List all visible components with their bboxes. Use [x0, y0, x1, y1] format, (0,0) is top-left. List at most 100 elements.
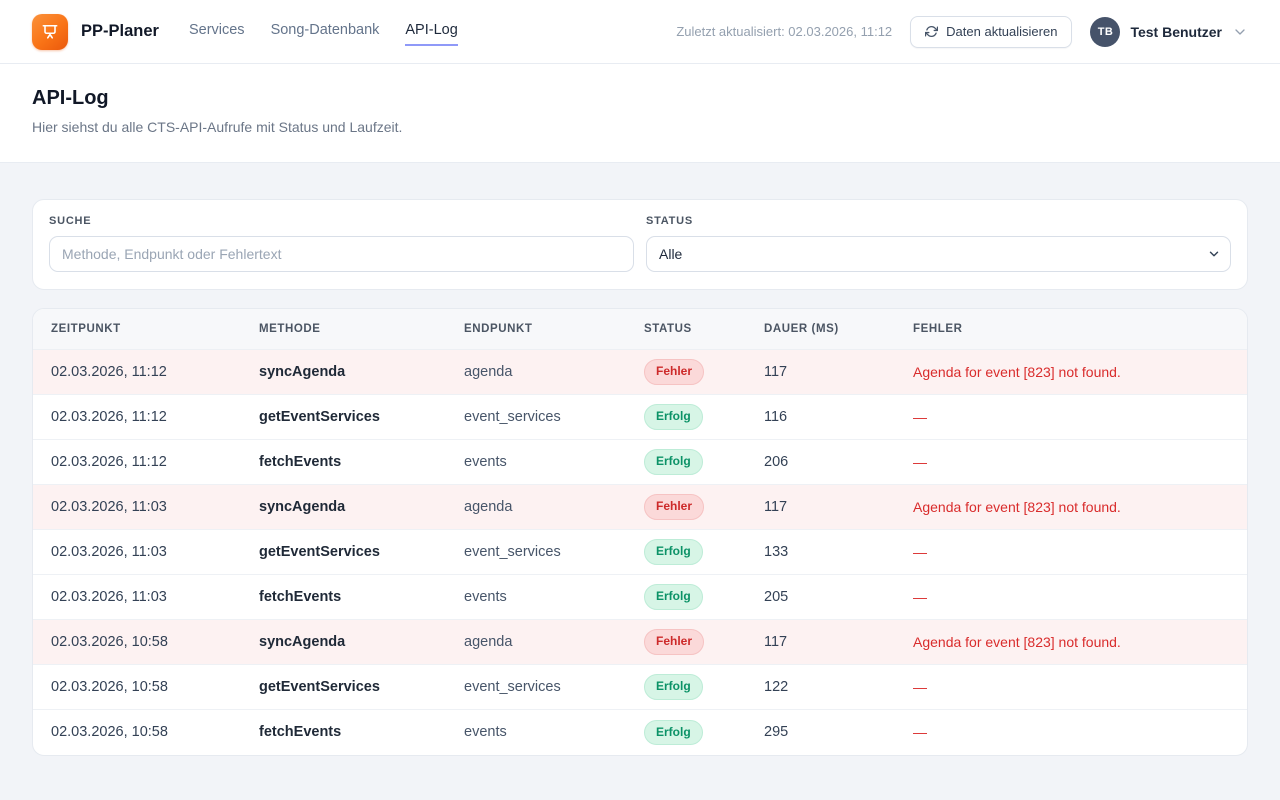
- cell-status: Fehler: [626, 484, 746, 530]
- user-name: Test Benutzer: [1130, 23, 1222, 40]
- nav-item-services[interactable]: Services: [188, 21, 245, 38]
- cell-error: Agenda for event [823] not found.: [913, 364, 1121, 380]
- cell-status: Fehler: [626, 350, 746, 395]
- table-row: 02.03.2026, 11:12 syncAgenda agenda Fehler 1…: [33, 349, 1247, 395]
- status-select[interactable]: Alle: [646, 236, 1231, 272]
- cell-error: Agenda for event [823] not found.: [895, 484, 1247, 530]
- brand[interactable]: PP-Planer: [32, 13, 159, 50]
- cell-method: fetchEvents: [241, 439, 446, 485]
- cell-endpoint: agenda: [464, 364, 513, 380]
- nav-item-song-datenbank[interactable]: Song-Datenbank: [270, 21, 380, 38]
- cell-duration: 117: [746, 484, 895, 530]
- chevron-down-icon: [1232, 24, 1248, 40]
- column-header: ENDPUNKT: [446, 309, 626, 350]
- status-select-wrap: Alle: [646, 236, 1231, 272]
- cell-duration: 117: [764, 364, 788, 380]
- refresh-button-label: Daten aktualisieren: [946, 24, 1058, 39]
- cell-status: Erfolg: [626, 439, 746, 485]
- status-label: STATUS: [646, 215, 693, 227]
- search-field-group: SUCHE: [49, 215, 634, 272]
- column-header: ZEITPUNKT: [33, 309, 241, 350]
- cell-duration: 117: [746, 619, 895, 665]
- cell-duration: 133: [746, 529, 895, 575]
- table-row: 02.03.2026, 11:12 getEventServices event_s…: [33, 394, 1247, 440]
- status-badge: Erfolg: [644, 674, 703, 700]
- table-row: 02.03.2026, 11:03 fetchEvents events Erfolg…: [33, 574, 1247, 620]
- main-content: SUCHE STATUS Alle: [0, 163, 1280, 756]
- cell-error: —: [895, 709, 1247, 755]
- column-header: METHODE: [241, 309, 446, 350]
- cell-endpoint: event_services: [446, 529, 626, 575]
- cell-timestamp: 02.03.2026, 11:12: [33, 439, 241, 485]
- api-log-table-card: ZEITPUNKT METHODE ENDPUNKT STATUS DAUER (MS)…: [32, 308, 1248, 756]
- cell-status: Erfolg: [626, 574, 746, 620]
- column-header: DAUER (MS): [746, 309, 895, 350]
- status-badge: Erfolg: [644, 719, 703, 745]
- status-badge: Fehler: [644, 359, 705, 385]
- cell-status: Fehler: [626, 619, 746, 665]
- cell-duration: 116: [746, 394, 895, 440]
- table-row: 02.03.2026, 10:58 syncAgenda agenda Fehler 1…: [33, 619, 1247, 665]
- main-nav: Services Song-Datenbank API-Log: [189, 18, 458, 46]
- last-updated-text: Zuletzt aktualisiert: 02.03.2026, 11:12: [676, 24, 893, 39]
- column-header: STATUS: [626, 309, 746, 350]
- avatar: TB: [1090, 16, 1121, 47]
- status-badge: Erfolg: [644, 539, 703, 565]
- user-menu[interactable]: TB Test Benutzer: [1090, 16, 1248, 47]
- column-header: FEHLER: [895, 309, 1247, 350]
- cell-error: —: [895, 394, 1247, 440]
- cell-timestamp: 02.03.2026, 10:58: [33, 664, 241, 710]
- table-row: 02.03.2026, 10:58 getEventServices event_s…: [33, 664, 1247, 710]
- cell-status: Erfolg: [626, 529, 746, 575]
- cell-method: getEventServices: [241, 394, 446, 440]
- nav-item-api-log[interactable]: API-Log: [405, 18, 458, 46]
- status-badge: Erfolg: [644, 584, 703, 610]
- refresh-icon: [925, 25, 939, 38]
- navbar-right: Zuletzt aktualisiert: 02.03.2026, 11:12 …: [676, 15, 1248, 48]
- table-row: 02.03.2026, 11:03 syncAgenda agenda Fehler 1…: [33, 484, 1247, 530]
- cell-duration: 206: [746, 439, 895, 485]
- cell-status: Erfolg: [626, 709, 746, 755]
- cell-error: —: [895, 664, 1247, 710]
- cell-method: fetchEvents: [241, 574, 446, 620]
- cell-timestamp: 02.03.2026, 11:03: [33, 484, 241, 530]
- table-row: 02.03.2026, 11:12 fetchEvents events Erfolg…: [33, 439, 1247, 485]
- navbar: PP-Planer Services Song-Datenbank API-Lo…: [0, 0, 1280, 64]
- cell-timestamp: 02.03.2026, 10:58: [33, 709, 241, 755]
- cell-error: —: [895, 439, 1247, 485]
- cell-timestamp: 02.03.2026, 11:03: [33, 574, 241, 620]
- cell-timestamp: 02.03.2026, 11:12: [51, 364, 167, 380]
- filter-card: SUCHE STATUS Alle: [32, 199, 1248, 290]
- cell-endpoint: agenda: [446, 619, 626, 665]
- cell-timestamp: 02.03.2026, 11:12: [33, 394, 241, 440]
- status-badge: Fehler: [644, 629, 705, 655]
- status-field-group: STATUS Alle: [646, 215, 1231, 272]
- refresh-data-button[interactable]: Daten aktualisieren: [910, 15, 1073, 48]
- search-input[interactable]: [49, 236, 634, 272]
- cell-timestamp: 02.03.2026, 11:03: [33, 529, 241, 575]
- status-badge: Erfolg: [644, 404, 703, 430]
- cell-endpoint: events: [446, 709, 626, 755]
- cell-duration: 295: [746, 709, 895, 755]
- cell-status: Erfolg: [626, 394, 746, 440]
- cell-duration: 205: [746, 574, 895, 620]
- cell-timestamp: 02.03.2026, 10:58: [33, 619, 241, 665]
- search-label: SUCHE: [49, 215, 92, 227]
- table-header-row: ZEITPUNKT METHODE ENDPUNKT STATUS DAUER (MS)…: [33, 309, 1247, 350]
- app-logo-icon: [32, 13, 68, 50]
- cell-method: syncAgenda: [241, 484, 446, 530]
- table-row: 02.03.2026, 10:58 fetchEvents events Erfolg…: [33, 709, 1247, 755]
- page-header: API-Log Hier siehst du alle CTS-API-Aufr…: [0, 64, 1280, 163]
- table-row: 02.03.2026, 11:03 getEventServices event_s…: [33, 529, 1247, 575]
- cell-endpoint: events: [446, 439, 626, 485]
- cell-error: —: [895, 574, 1247, 620]
- cell-method: getEventServices: [241, 529, 446, 575]
- cell-endpoint: event_services: [446, 664, 626, 710]
- page-subtitle: Hier siehst du alle CTS-API-Aufrufe mit …: [32, 119, 403, 135]
- page-title: API-Log: [32, 87, 109, 109]
- status-badge: Erfolg: [644, 449, 703, 475]
- cell-error: —: [895, 529, 1247, 575]
- cell-method: fetchEvents: [241, 709, 446, 755]
- cell-duration: 122: [746, 664, 895, 710]
- status-badge: Fehler: [644, 494, 705, 520]
